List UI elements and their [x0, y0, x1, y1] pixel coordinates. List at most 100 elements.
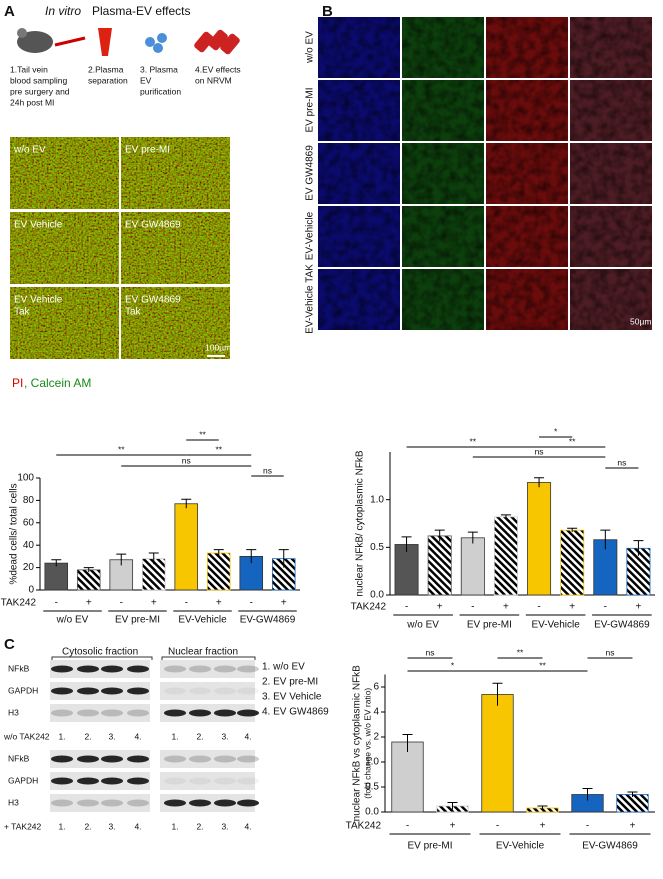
- blot-strip: [160, 750, 255, 768]
- blot-band: [101, 799, 123, 807]
- bar: [481, 694, 514, 813]
- blot-band: [77, 777, 99, 785]
- bar: [560, 529, 585, 596]
- panel-label: C: [4, 636, 15, 653]
- blot-band: [164, 799, 186, 807]
- blot-band: [214, 665, 236, 673]
- treatment-label: TAK242: [351, 602, 387, 613]
- micrograph-texture: [402, 269, 484, 330]
- blot-band: [214, 799, 236, 807]
- treatment-sign: -: [406, 821, 409, 832]
- row-label: EV-Vehicle TAK: [305, 264, 316, 334]
- y-tick-label: 20: [23, 562, 35, 573]
- image-label: EV Vehicle: [14, 220, 63, 231]
- blot-band: [127, 687, 149, 695]
- blot-row-label: H3: [8, 797, 19, 807]
- y-tick-label: 6: [373, 682, 379, 693]
- scale-label: 50µm: [630, 316, 651, 326]
- y-tick-label: 60: [23, 517, 35, 528]
- error-bar: [51, 559, 62, 567]
- micrograph-texture: [121, 137, 230, 209]
- blot-strip: [50, 682, 150, 700]
- bar: [44, 562, 69, 591]
- step-text: purification: [140, 86, 181, 96]
- y-tick-label: 0: [28, 585, 34, 596]
- blot-band: [101, 665, 123, 673]
- lane-label: 2.: [196, 731, 203, 741]
- lane-label: 2.: [84, 731, 91, 741]
- mouse-icon: [17, 31, 53, 53]
- blot-band: [189, 687, 211, 695]
- significance-label: **: [517, 647, 524, 657]
- image-label: EV Vehicle: [14, 295, 63, 306]
- image-label: EV GW4869: [125, 295, 181, 306]
- lane-label: 4.: [134, 731, 141, 741]
- step-text: separation: [88, 75, 128, 85]
- treatment-sign: +: [151, 598, 157, 609]
- bar: [174, 503, 199, 591]
- lane-label: 1.: [58, 731, 65, 741]
- bar: [76, 569, 101, 591]
- blot-band: [101, 755, 123, 763]
- lane-label: 3.: [108, 731, 115, 741]
- lane-label: 2.: [196, 821, 203, 831]
- treatment-sign: +: [437, 602, 443, 613]
- cell-icon: [208, 29, 228, 51]
- blot-band: [189, 709, 211, 717]
- micrograph-texture: [121, 212, 230, 284]
- blot-band: [189, 777, 211, 785]
- micrograph-texture: [402, 206, 484, 267]
- bar: [391, 741, 424, 813]
- image-label: EV GW4869: [125, 220, 181, 231]
- lane-label: 4.: [244, 821, 251, 831]
- group-label: EV-GW4869: [582, 841, 638, 852]
- significance-label: **: [199, 429, 206, 439]
- treatment-sign: -: [586, 821, 589, 832]
- panels: A In vitro Plasma-EV effects: [4, 3, 240, 56]
- panel-label: B: [322, 3, 333, 20]
- image-label: w/o EV: [13, 145, 46, 156]
- significance-label: *: [554, 426, 558, 436]
- step-text: on NRVM: [195, 75, 232, 85]
- significance-label: ns: [617, 457, 626, 467]
- blot-band: [237, 665, 259, 673]
- treatment-sign: +: [281, 598, 287, 609]
- image-label: Tak: [125, 307, 142, 318]
- cell-icon: [220, 33, 240, 55]
- y-tick-label: 1.0: [370, 494, 384, 505]
- panel-label: A: [4, 3, 15, 20]
- significance-label: **: [569, 436, 576, 446]
- legend-text: 4. EV GW4869: [262, 707, 329, 718]
- blot-strip: [160, 660, 255, 678]
- syringe: [54, 36, 86, 47]
- blot-band: [214, 777, 236, 785]
- cell-icon: [194, 31, 214, 53]
- legend-text: 3. EV Vehicle: [262, 692, 322, 703]
- error-bar: [401, 536, 412, 553]
- y-axis-label: nuclear NFkB vs cytoplasmic NFkB: [352, 665, 363, 821]
- lane-label: 3.: [108, 821, 115, 831]
- step-text: 24h post MI: [10, 97, 54, 107]
- y-tick-label: 2: [373, 732, 379, 743]
- treatment-label: TAK242: [346, 821, 382, 832]
- title-italic: In vitro: [45, 4, 81, 18]
- treatment-sign: -: [55, 598, 58, 609]
- blot-band: [164, 665, 186, 673]
- image-label: EV pre-MI: [125, 145, 170, 156]
- treatment-sign: -: [405, 602, 408, 613]
- micrograph-texture: [10, 287, 119, 359]
- significance-label: **: [470, 436, 477, 446]
- legend-text: 1. w/o EV: [262, 662, 305, 673]
- error-bar: [627, 791, 638, 797]
- error-bar: [467, 531, 478, 544]
- significance-label: ns: [426, 647, 435, 657]
- blot-band: [77, 799, 99, 807]
- micrograph-texture: [402, 143, 484, 204]
- error-bar: [492, 682, 503, 706]
- blot-band: [127, 755, 149, 763]
- row-label: w/o EV: [305, 31, 316, 64]
- micrograph-texture: [570, 80, 652, 141]
- micrograph-texture: [486, 143, 568, 204]
- y-tick-label: 0.0: [370, 590, 384, 601]
- group-label: w/o EV: [56, 615, 89, 626]
